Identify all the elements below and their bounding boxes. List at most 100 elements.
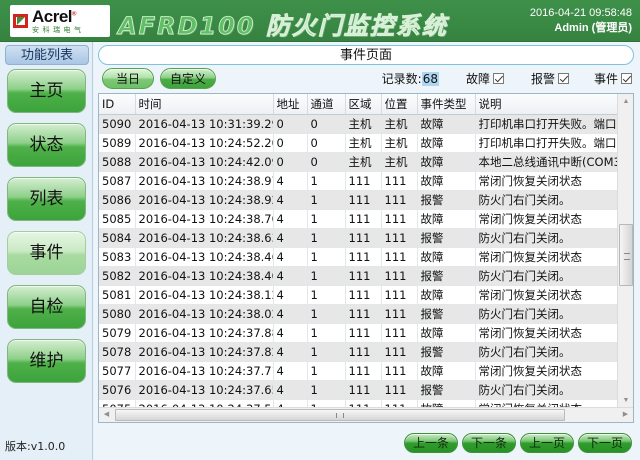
cell-说明: 常闭门恢复关闭状态 xyxy=(475,361,619,381)
sidebar-item-list[interactable]: 列表 xyxy=(7,177,86,221)
app-header: Acrel® 安科瑞电气 AFRD100 防火门监控系统 2016-04-21 … xyxy=(0,0,640,42)
cell-ID: 5081 xyxy=(99,285,136,305)
cell-位置: 111 xyxy=(381,228,418,248)
cell-区域: 111 xyxy=(345,380,382,400)
cell-通道: 1 xyxy=(307,266,346,286)
version-label: 版本:v1.0.0 xyxy=(5,440,66,453)
cell-ID: 5077 xyxy=(99,361,136,381)
column-header-7[interactable]: 说明 xyxy=(475,94,619,115)
table-row[interactable]: 5084 2016-04-13 10:24:38.630 4 1 111 111 报警 防火门… xyxy=(99,228,619,248)
checkbox-alarm-box-icon[interactable] xyxy=(558,73,569,84)
cell-事件类型: 故障 xyxy=(417,114,476,134)
table-row[interactable]: 5083 2016-04-13 10:24:38.467 4 1 111 111 故障 常闭门… xyxy=(99,247,619,267)
sidebar-item-home[interactable]: 主页 xyxy=(7,69,86,113)
prev-page-button[interactable]: 上一页 xyxy=(520,433,574,453)
table-row[interactable]: 5078 2016-04-13 10:24:37.823 4 1 111 111 报警 防火门… xyxy=(99,342,619,362)
cell-区域: 111 xyxy=(345,285,382,305)
next-page-button[interactable]: 下一页 xyxy=(578,433,632,453)
column-header-0[interactable]: ID xyxy=(99,94,136,115)
cell-说明: 本地二总线通讯中断(COM3)。 xyxy=(475,152,619,172)
cell-事件类型: 报警 xyxy=(417,266,476,286)
cell-说明: 防火门右门关闭。 xyxy=(475,228,619,248)
table-row[interactable]: 5086 2016-04-13 10:24:38.927 4 1 111 111 报警 防火门… xyxy=(99,190,619,210)
scroll-right-arrow-icon[interactable]: ▶ xyxy=(622,411,629,418)
cell-通道: 1 xyxy=(307,342,346,362)
sidebar-item-selftest[interactable]: 自检 xyxy=(7,285,86,329)
sidebar-item-status[interactable]: 状态 xyxy=(7,123,86,167)
cell-事件类型: 故障 xyxy=(417,209,476,229)
table-row[interactable]: 5080 2016-04-13 10:24:38.027 4 1 111 111 报警 防火门… xyxy=(99,304,619,324)
column-header-4[interactable]: 区域 xyxy=(345,94,382,115)
cell-地址: 0 xyxy=(273,152,308,172)
table-header-row: ID 时间 地址 通道 区域 位置 事件类型 说明 xyxy=(99,94,619,115)
table-row[interactable]: 5081 2016-04-13 10:24:38.120 4 1 111 111 故障 常闭门… xyxy=(99,285,619,305)
cell-地址: 4 xyxy=(273,323,308,343)
event-table: ID 时间 地址 通道 区域 位置 事件类型 说明 5090 2016-04-13 10:31:… xyxy=(99,94,619,422)
cell-ID: 5084 xyxy=(99,228,136,248)
logo-brand-name-cn: 安科瑞电气 xyxy=(32,26,85,34)
cell-位置: 111 xyxy=(381,266,418,286)
cell-区域: 111 xyxy=(345,361,382,381)
cell-ID: 5089 xyxy=(99,133,136,153)
cell-事件类型: 故障 xyxy=(417,171,476,191)
table-row[interactable]: 5076 2016-04-13 10:24:37.657 4 1 111 111 报警 防火门… xyxy=(99,380,619,400)
cell-时间: 2016-04-13 10:24:38.630 xyxy=(135,228,274,248)
checkbox-event[interactable]: 事件 xyxy=(594,70,632,87)
table-vertical-scrollbar[interactable]: ▲ ▼ xyxy=(617,94,633,408)
cell-区域: 111 xyxy=(345,247,382,267)
table-row[interactable]: 5079 2016-04-13 10:24:37.880 4 1 111 111 故障 常闭门… xyxy=(99,323,619,343)
custom-filter-button[interactable]: 自定义 xyxy=(160,68,216,89)
table-row[interactable]: 5089 2016-04-13 10:24:52.200 0 0 主机 主机 故障 打印机串口… xyxy=(99,133,619,153)
today-filter-button[interactable]: 当日 xyxy=(102,68,154,89)
cell-ID: 5088 xyxy=(99,152,136,172)
column-header-6[interactable]: 事件类型 xyxy=(417,94,476,115)
table-row[interactable]: 5090 2016-04-13 10:31:39.290 0 0 主机 主机 故障 打印机串口… xyxy=(99,114,619,134)
checkbox-fault-box-icon[interactable] xyxy=(493,73,504,84)
scroll-left-arrow-icon[interactable]: ◀ xyxy=(103,411,110,418)
cell-位置: 111 xyxy=(381,342,418,362)
cell-地址: 0 xyxy=(273,133,308,153)
checkbox-event-box-icon[interactable] xyxy=(621,73,632,84)
logo-brand-name: Acrel® xyxy=(32,7,76,26)
horizontal-scroll-thumb[interactable] xyxy=(115,409,565,421)
cell-位置: 111 xyxy=(381,209,418,229)
cell-通道: 1 xyxy=(307,209,346,229)
sidebar-item-event[interactable]: 事件 xyxy=(7,231,86,275)
vertical-scroll-thumb[interactable] xyxy=(619,224,633,286)
cell-位置: 111 xyxy=(381,190,418,210)
checkbox-fault[interactable]: 故障 xyxy=(466,70,504,87)
cell-时间: 2016-04-13 10:24:42.090 xyxy=(135,152,274,172)
cell-地址: 4 xyxy=(273,266,308,286)
cell-时间: 2016-04-13 10:24:37.710 xyxy=(135,361,274,381)
cell-位置: 111 xyxy=(381,247,418,267)
header-datetime: 2016-04-21 09:58:48 xyxy=(529,7,632,19)
cell-通道: 1 xyxy=(307,285,346,305)
sidebar-item-maintenance[interactable]: 维护 xyxy=(7,339,86,383)
table-horizontal-scrollbar[interactable]: ◀ ▶ xyxy=(99,407,633,422)
cell-位置: 主机 xyxy=(381,114,418,134)
scroll-up-arrow-icon[interactable]: ▲ xyxy=(618,94,633,109)
next-record-button[interactable]: 下一条 xyxy=(462,433,516,453)
cell-时间: 2016-04-13 10:24:37.880 xyxy=(135,323,274,343)
table-row[interactable]: 5088 2016-04-13 10:24:42.090 0 0 主机 主机 故障 本地二总线… xyxy=(99,152,619,172)
prev-record-button[interactable]: 上一条 xyxy=(404,433,458,453)
column-header-1[interactable]: 时间 xyxy=(135,94,274,115)
footer-navigation: 上一条 下一条 上一页 下一页 xyxy=(94,433,640,457)
table-row[interactable]: 5082 2016-04-13 10:24:38.407 4 1 111 111 报警 防火门… xyxy=(99,266,619,286)
cell-区域: 111 xyxy=(345,266,382,286)
cell-地址: 4 xyxy=(273,380,308,400)
column-header-3[interactable]: 通道 xyxy=(307,94,346,115)
cell-事件类型: 故障 xyxy=(417,361,476,381)
cell-ID: 5086 xyxy=(99,190,136,210)
scroll-down-arrow-icon[interactable]: ▼ xyxy=(618,393,633,408)
column-header-5[interactable]: 位置 xyxy=(381,94,418,115)
checkbox-alarm[interactable]: 报警 xyxy=(531,70,569,87)
column-header-2[interactable]: 地址 xyxy=(273,94,308,115)
cell-说明: 防火门右门关闭。 xyxy=(475,266,619,286)
cell-地址: 0 xyxy=(273,114,308,134)
table-row[interactable]: 5085 2016-04-13 10:24:38.700 4 1 111 111 故障 常闭门… xyxy=(99,209,619,229)
table-row[interactable]: 5077 2016-04-13 10:24:37.710 4 1 111 111 故障 常闭门… xyxy=(99,361,619,381)
cell-区域: 111 xyxy=(345,304,382,324)
table-row[interactable]: 5087 2016-04-13 10:24:38.977 4 1 111 111 故障 常闭门… xyxy=(99,171,619,191)
cell-通道: 0 xyxy=(307,152,346,172)
